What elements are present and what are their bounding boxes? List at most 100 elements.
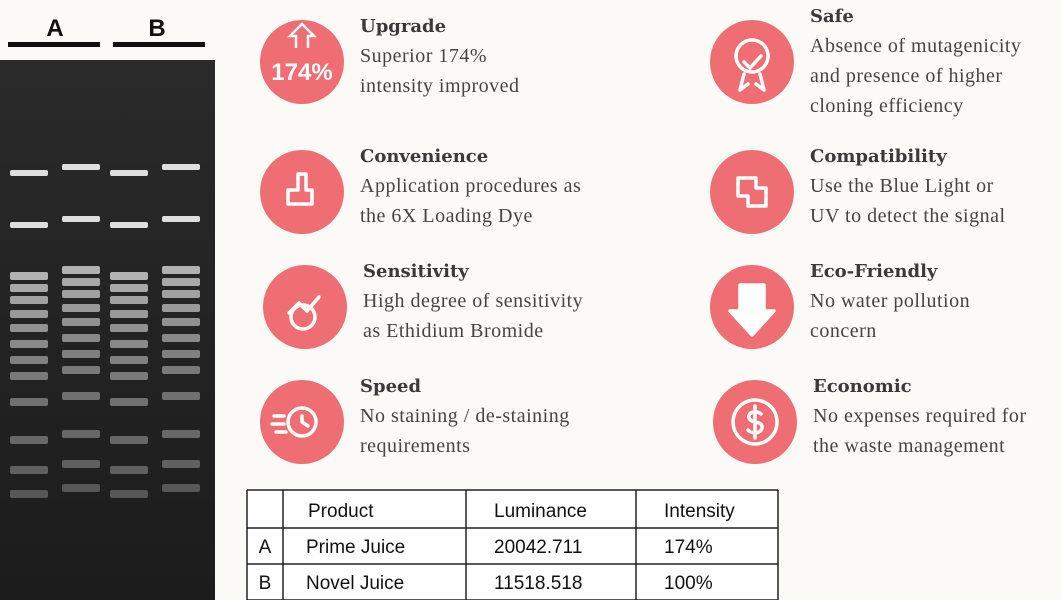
- gel-band: [110, 466, 148, 474]
- gel-band: [62, 304, 100, 312]
- gel-band: [10, 296, 48, 304]
- gel-band: [162, 334, 200, 342]
- icon-glyph: [270, 406, 318, 438]
- feature-text: cloning efficiency: [810, 95, 964, 117]
- gel-bands: [10, 164, 200, 498]
- gel-band: [162, 216, 200, 222]
- feature-text: Absence of mutagenicity: [810, 35, 1021, 57]
- gel-band: [162, 278, 200, 286]
- feature-text: Use the Blue Light or: [810, 175, 994, 197]
- lane-label: A: [46, 15, 63, 42]
- gel-band: [162, 318, 200, 326]
- gel-band: [162, 392, 200, 400]
- gel-band: [110, 170, 148, 176]
- table-cell: 100%: [664, 573, 713, 594]
- gel-band: [162, 164, 200, 170]
- table-header: Luminance: [494, 501, 587, 522]
- table-cell: 174%: [664, 537, 713, 558]
- gel-band: [110, 490, 148, 498]
- gel-band: [10, 324, 48, 332]
- table-header: Intensity: [664, 501, 735, 522]
- gel-band: [110, 372, 148, 380]
- gel-band: [162, 350, 200, 358]
- feature-title: Convenience: [360, 146, 488, 167]
- icon-glyph: [734, 38, 770, 92]
- lane-label: B: [148, 15, 165, 42]
- gel-band: [162, 430, 200, 438]
- feature-title: Speed: [360, 376, 421, 397]
- gel-band: [62, 278, 100, 286]
- icon-glyph: [286, 172, 314, 206]
- feature-text: Application procedures as: [360, 175, 581, 197]
- gel-band: [62, 484, 100, 492]
- feature-icon: [260, 150, 344, 234]
- gel-band: [110, 284, 148, 292]
- gel-band: [10, 490, 48, 498]
- feature-icon: [710, 150, 794, 234]
- gel-band: [110, 324, 148, 332]
- gel-band: [62, 430, 100, 438]
- table-cell: 20042.711: [494, 537, 582, 558]
- gel-band: [62, 366, 100, 374]
- table-cell: A: [259, 537, 272, 558]
- gel-band: [110, 272, 148, 280]
- gel-band: [10, 310, 48, 318]
- feature-title: Economic: [813, 376, 912, 397]
- gel-band: [110, 340, 148, 348]
- gel-band: [162, 266, 200, 274]
- gel-band: [10, 272, 48, 280]
- gel-band: [10, 340, 48, 348]
- feature-title: Eco-Friendly: [810, 261, 938, 282]
- gel-band: [10, 372, 48, 380]
- gel-band: [110, 398, 148, 406]
- icon-glyph: [287, 295, 321, 331]
- gel-band: [10, 356, 48, 364]
- gel-band: [162, 304, 200, 312]
- feature-text: No staining / de-staining: [360, 405, 570, 427]
- gel-band: [62, 350, 100, 358]
- gel-band: [62, 334, 100, 342]
- gel-band: [110, 436, 148, 444]
- table-cell: B: [259, 573, 272, 594]
- feature-text: intensity improved: [360, 75, 520, 97]
- feature-title: Upgrade: [360, 16, 446, 37]
- gel-band: [162, 484, 200, 492]
- feature-text: UV to detect the signal: [810, 205, 1006, 227]
- gel-band: [62, 164, 100, 170]
- gel-band: [162, 290, 200, 298]
- gel-band: [10, 284, 48, 292]
- icon-glyph: [731, 398, 779, 446]
- gel-band: [110, 356, 148, 364]
- gel-band: [62, 392, 100, 400]
- feature-icon: [710, 20, 794, 104]
- icon-glyph: [736, 176, 768, 208]
- gel-band: [110, 296, 148, 304]
- gel-band: [162, 366, 200, 374]
- feature-icon: [260, 20, 344, 104]
- feature-text: and presence of higher: [810, 65, 1003, 87]
- table-cell: Novel Juice: [306, 573, 404, 594]
- icon-glyph: [728, 283, 776, 337]
- gel-band: [62, 318, 100, 326]
- feature-text: No expenses required for: [813, 405, 1027, 427]
- feature-title: Compatibility: [810, 146, 947, 167]
- feature-text: the 6X Loading Dye: [360, 205, 533, 227]
- feature-text: No water pollution: [810, 290, 970, 312]
- table-cell: 11518.518: [494, 573, 582, 594]
- table-header: Product: [308, 501, 374, 522]
- feature-text: Superior 174%: [360, 45, 487, 67]
- gel-band: [162, 460, 200, 468]
- gel-band: [62, 216, 100, 222]
- lane-bar: [113, 42, 205, 47]
- lane-bar: [8, 42, 100, 47]
- gel-band: [10, 398, 48, 406]
- gel-band: [10, 170, 48, 176]
- gel-band: [62, 460, 100, 468]
- table-bg: [247, 490, 778, 600]
- table-cell: Prime Juice: [306, 537, 405, 558]
- feature-text: High degree of sensitivity: [363, 290, 583, 312]
- feature-text: concern: [810, 320, 877, 342]
- icon-glyph: [286, 22, 318, 48]
- feature-title: Sensitivity: [363, 261, 469, 282]
- gel-band: [110, 310, 148, 318]
